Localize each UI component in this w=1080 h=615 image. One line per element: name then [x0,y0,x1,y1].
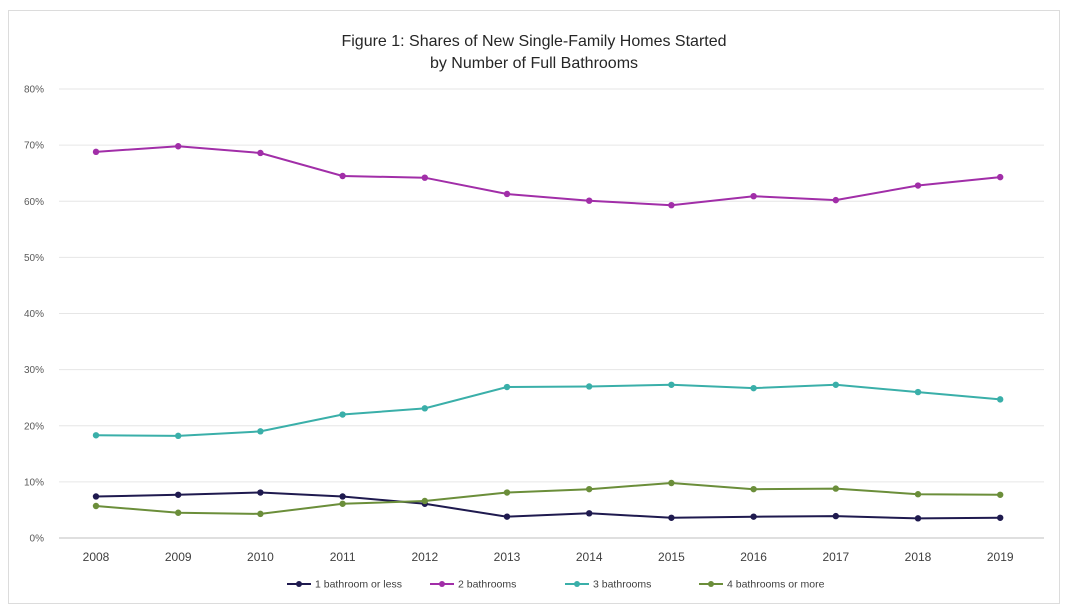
legend-swatch-marker [574,581,580,587]
line-chart: Figure 1: Shares of New Single-Family Ho… [24,33,1044,591]
data-point [339,500,346,507]
x-axis: 2008 2009 2010 2011 2012 2013 2014 2015 2016 2017… [83,550,1014,564]
x-tick-label: 2014 [576,550,603,564]
series-lines [92,143,1004,522]
data-point [503,513,511,520]
data-point [175,509,182,516]
data-point [339,493,346,500]
y-axis-ticks: 0% 10% 20% 30% 40% 50% 60% 70% 80% [24,85,44,545]
legend-item: 2 bathrooms [430,579,516,591]
data-point [503,190,511,198]
series-2-bathrooms [92,143,1004,209]
data-point [586,510,593,517]
data-point [914,515,922,522]
series-line [95,491,1001,520]
data-point [668,201,675,209]
data-point [914,491,922,498]
data-point [832,381,839,388]
data-point [257,428,264,435]
x-tick-label: 2009 [165,550,192,564]
data-point [175,432,182,440]
data-point [339,411,346,418]
x-tick-label: 2015 [658,550,685,564]
data-point [92,493,100,500]
data-point [832,485,839,492]
data-point [586,383,593,390]
data-point [92,502,100,510]
data-point [503,383,511,391]
series-3-bathrooms [92,381,1004,440]
x-tick-label: 2008 [83,550,110,564]
data-point [668,381,675,388]
data-point [257,149,264,157]
y-tick-label: 0% [30,534,45,545]
data-point [257,489,264,496]
x-tick-label: 2012 [411,550,438,564]
data-point [339,172,346,180]
x-tick-label: 2010 [247,550,274,564]
y-tick-label: 40% [24,309,44,320]
data-point [832,512,839,520]
x-tick-label: 2017 [822,550,849,564]
legend-swatch-marker [296,581,302,587]
chart-title: Figure 1: Shares of New Single-Family Ho… [341,33,726,72]
data-point [997,514,1004,521]
data-point [832,196,839,204]
data-point [750,384,757,392]
legend-label: 1 bathroom or less [315,579,402,591]
y-tick-label: 20% [24,421,44,432]
data-point [175,491,182,498]
legend: 1 bathroom or less 2 bathrooms 3 bathrooms… [287,579,825,591]
x-tick-label: 2013 [494,550,521,564]
data-point [997,396,1004,403]
y-tick-label: 80% [24,85,44,96]
data-point [421,405,428,412]
series-line [95,383,1001,437]
y-tick-label: 60% [24,197,44,208]
legend-swatch-marker [439,581,445,587]
series-line [95,145,1001,207]
data-point [421,174,428,181]
x-tick-label: 2018 [905,550,932,564]
data-point [750,513,757,520]
y-tick-label: 10% [24,477,44,488]
x-tick-label: 2019 [987,550,1014,564]
data-point [586,485,593,493]
data-point [914,182,922,189]
chart-frame: Figure 1: Shares of New Single-Family Ho… [8,10,1060,604]
data-point [997,491,1004,498]
legend-item: 1 bathroom or less [287,579,402,591]
data-point [586,197,593,204]
data-point [668,479,675,487]
series-1-bathroom-or-less [92,489,1004,522]
data-point [257,510,264,518]
legend-label: 2 bathrooms [458,579,516,591]
data-point [997,173,1004,181]
chart-title-line: by Number of Full Bathrooms [430,55,638,72]
legend-label: 3 bathrooms [593,579,651,591]
data-point [92,148,100,156]
y-tick-label: 50% [24,253,44,264]
series-4-bathrooms-or-more [92,479,1004,518]
data-point [421,497,428,505]
data-point [92,432,100,439]
gridlines [59,88,1044,539]
y-tick-label: 70% [24,141,44,152]
legend-swatch-marker [708,581,714,587]
data-point [750,192,757,200]
series-line [95,481,1001,515]
x-tick-label: 2011 [330,550,356,564]
data-point [175,143,182,150]
data-point [668,514,675,521]
legend-item: 4 bathrooms or more [699,579,825,591]
data-point [914,388,922,396]
legend-label: 4 bathrooms or more [727,579,825,591]
x-tick-label: 2016 [740,550,767,564]
chart-title-line: Figure 1: Shares of New Single-Family Ho… [341,33,726,50]
data-point [750,485,757,493]
y-tick-label: 30% [24,365,44,376]
legend-item: 3 bathrooms [565,579,651,591]
data-point [503,489,511,496]
